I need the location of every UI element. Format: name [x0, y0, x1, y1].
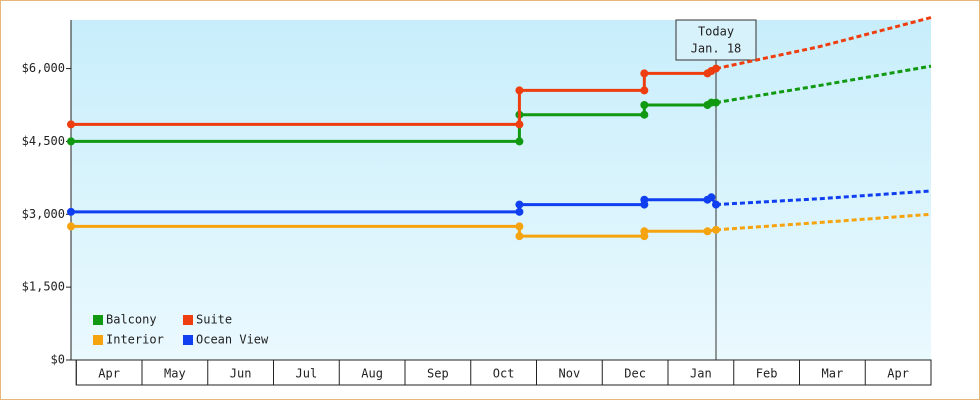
x-tick-label: Sep [427, 367, 449, 381]
x-tick-label: Aug [361, 367, 383, 381]
point [703, 227, 712, 236]
legend-label: Ocean View [196, 333, 269, 347]
x-tick-label: Jun [230, 367, 252, 381]
point [515, 207, 524, 216]
x-tick-label: Apr [98, 367, 120, 381]
point [515, 137, 524, 146]
x-tick-label: Nov [559, 367, 581, 381]
point [640, 69, 649, 78]
point [640, 101, 649, 109]
x-axis-band [75, 359, 932, 386]
forecast-line [715, 189, 932, 207]
point [712, 225, 720, 234]
y-tick-label: $4,500 [22, 134, 65, 148]
y-tick-label: $1,500 [22, 280, 65, 294]
x-tick-label: Jul [296, 367, 318, 381]
point [712, 200, 720, 209]
point [67, 222, 75, 231]
point [640, 227, 649, 236]
point [515, 222, 524, 231]
y-tick-label: $3,000 [22, 207, 65, 221]
point [640, 195, 649, 204]
x-tick-label: Apr [887, 367, 909, 381]
x-tick-label: Dec [624, 367, 646, 381]
point [640, 86, 649, 95]
x-tick-label: Oct [493, 367, 515, 381]
point [67, 137, 75, 146]
point [67, 207, 75, 216]
x-tick-label: Jan [690, 367, 712, 381]
legend-label: Interior [106, 333, 164, 347]
today-label: Jan. 18 [691, 42, 742, 56]
plot-area [71, 20, 931, 360]
point [515, 200, 524, 209]
x-tick-label: May [164, 367, 186, 381]
today-box [675, 19, 757, 61]
legend-swatch [93, 335, 103, 345]
forecast-line [715, 212, 932, 232]
point [712, 98, 720, 107]
forecast-line [715, 64, 932, 105]
legend-swatch [183, 315, 193, 325]
forecast-line [715, 16, 932, 71]
legend-swatch [183, 335, 193, 345]
x-tick-label: Feb [756, 367, 778, 381]
point [515, 120, 524, 129]
legend-label: Suite [196, 313, 232, 327]
x-tick-label: Mar [822, 367, 844, 381]
point [67, 120, 75, 129]
point [640, 110, 649, 119]
y-tick-label: $0 [51, 353, 65, 367]
y-tick-label: $6,000 [22, 61, 65, 75]
legend-swatch [93, 315, 103, 325]
point [712, 64, 720, 73]
today-label: Today [698, 25, 734, 39]
point [707, 193, 716, 202]
point [515, 232, 524, 241]
point [515, 86, 524, 95]
legend-label: Balcony [106, 313, 157, 327]
